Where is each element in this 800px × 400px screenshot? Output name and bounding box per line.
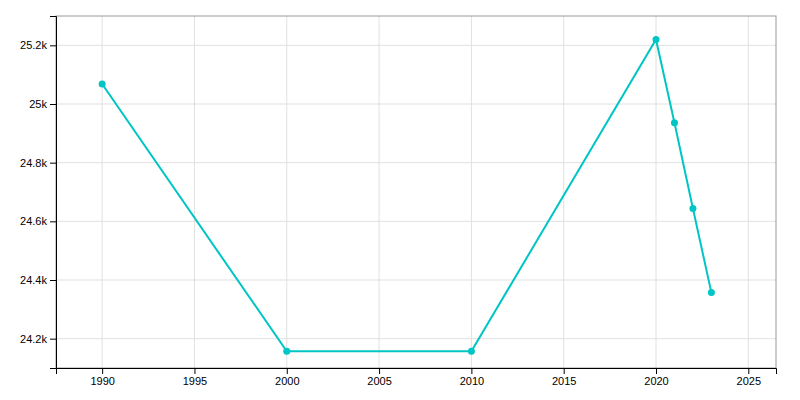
- grid: [56, 16, 776, 368]
- x-tick-mark: [656, 368, 657, 374]
- y-axis-line: [50, 17, 57, 369]
- y-tick-mark: [50, 339, 56, 340]
- chart: 1990199520002005201020152020202524.2k24.…: [0, 0, 800, 400]
- x-tick: 2000: [275, 368, 299, 387]
- x-tick: 2020: [644, 368, 668, 387]
- x-tick-label: 2020: [644, 375, 668, 387]
- x-tick-mark: [748, 368, 749, 374]
- grid-line-y: [56, 104, 776, 105]
- grid-line-x: [748, 16, 749, 368]
- x-tick-label: 2005: [367, 375, 391, 387]
- x-tick: 2025: [737, 368, 761, 387]
- point: [653, 36, 660, 43]
- marks: [99, 36, 715, 355]
- grid-line-x: [286, 16, 287, 368]
- y-tick: 25k: [29, 98, 56, 110]
- y-tick-label: 24.2k: [20, 333, 47, 345]
- grid-line-x: [471, 16, 472, 368]
- x-tick-mark: [471, 368, 472, 374]
- point: [468, 348, 475, 355]
- grid-line-x: [194, 16, 195, 368]
- x-tick-mark: [564, 368, 565, 374]
- y-tick: 24.2k: [20, 333, 56, 345]
- x-tick-label: 2000: [275, 375, 299, 387]
- point: [689, 205, 696, 212]
- point: [708, 289, 715, 296]
- y-tick-mark: [50, 221, 56, 222]
- x-tick: 1990: [90, 368, 114, 387]
- y-tick: 25.2k: [20, 39, 56, 51]
- grid-line-y: [56, 338, 776, 339]
- y-tick-mark: [50, 163, 56, 164]
- y-tick-label: 25.2k: [20, 39, 47, 51]
- x-axis-line: [57, 369, 777, 375]
- point: [671, 119, 678, 126]
- x-tick: 2005: [367, 368, 391, 387]
- y-axis: 24.2k 24.4k 24.6k 24.8k 25k 25.2k: [20, 17, 56, 369]
- x-tick-mark: [287, 368, 288, 374]
- y-tick-label: 24.8k: [20, 157, 47, 169]
- y-tick-label: 24.6k: [20, 215, 47, 227]
- y-tick-mark: [50, 45, 56, 46]
- x-tick-mark: [379, 368, 380, 374]
- y-tick-label: 25k: [29, 98, 47, 110]
- grid-line-x: [379, 16, 380, 368]
- x-tick-label: 2025: [737, 375, 761, 387]
- x-axis: 1990 1995 2000 2005 2010 2015 2020 2025: [57, 368, 777, 387]
- x-tick-label: 1995: [183, 375, 207, 387]
- y-tick-label: 24.4k: [20, 274, 47, 286]
- line: [102, 39, 711, 351]
- x-tick: 2010: [460, 368, 484, 387]
- y-tick: 24.4k: [20, 274, 56, 286]
- plot: 1990199520002005201020152020202524.2k24.…: [20, 16, 776, 387]
- point: [283, 348, 290, 355]
- y-tick-mark: [50, 104, 56, 105]
- grid-line-y: [56, 162, 776, 163]
- x-tick-label: 2015: [552, 375, 576, 387]
- grid-line-x: [563, 16, 564, 368]
- x-tick: 1995: [183, 368, 207, 387]
- grid-line-y: [56, 221, 776, 222]
- y-tick-mark: [50, 280, 56, 281]
- x-tick-mark: [194, 368, 195, 374]
- grid-line-y: [56, 45, 776, 46]
- grid-line-x: [656, 16, 657, 368]
- grid-line-x: [102, 16, 103, 368]
- plot-frame: [56, 16, 776, 368]
- grid-line-y: [56, 280, 776, 281]
- x-tick-label: 1990: [90, 375, 114, 387]
- y-tick: 24.8k: [20, 157, 56, 169]
- x-tick-label: 2010: [460, 375, 484, 387]
- x-tick: 2015: [552, 368, 576, 387]
- x-tick-mark: [102, 368, 103, 374]
- y-tick: 24.6k: [20, 215, 56, 227]
- point: [99, 81, 106, 88]
